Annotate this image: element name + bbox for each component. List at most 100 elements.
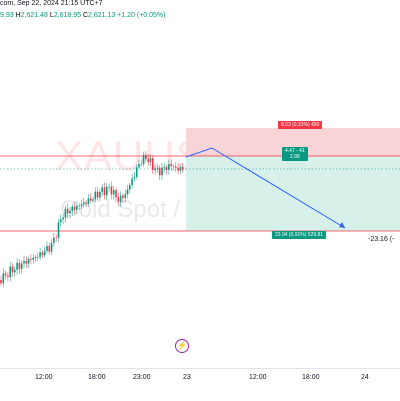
candle-body bbox=[133, 176, 136, 179]
ohlc-high-label: H bbox=[15, 12, 21, 19]
entry-label: 4.47 - 41 2.98 bbox=[282, 147, 308, 161]
candle-body bbox=[147, 159, 149, 162]
candle-body bbox=[41, 252, 44, 256]
candle-body bbox=[149, 158, 152, 162]
lightning-icon[interactable]: ⚡ bbox=[175, 339, 189, 353]
take-profit-label: 23.94 (0.91%) 529.81 bbox=[272, 231, 327, 239]
candle-body bbox=[152, 158, 154, 170]
time-tick: 12:00 bbox=[249, 374, 267, 381]
candle-body bbox=[181, 167, 184, 170]
candle-body bbox=[154, 168, 156, 170]
ohlc-close: 2,621.13 bbox=[88, 12, 116, 19]
take-profit-zone[interactable] bbox=[186, 156, 400, 231]
candle-body bbox=[43, 251, 46, 256]
time-tick: 24 bbox=[361, 374, 369, 381]
ohlc-change: +1.20 (+0.05%) bbox=[117, 12, 166, 19]
candle-body bbox=[96, 191, 99, 198]
time-axis[interactable]: 12:00 18:00 23:00 23 12:00 18:00 24 bbox=[0, 368, 400, 401]
candle-body bbox=[27, 258, 30, 264]
candle-body bbox=[156, 167, 159, 169]
candle-body bbox=[119, 195, 122, 202]
candle-body bbox=[138, 164, 140, 168]
candle-body bbox=[80, 204, 83, 206]
candle-body bbox=[101, 187, 103, 192]
candle-body bbox=[62, 217, 64, 220]
candle-body bbox=[48, 246, 51, 252]
candle-body bbox=[11, 266, 14, 273]
candle-body bbox=[32, 257, 34, 260]
candle-body bbox=[163, 167, 166, 168]
ohlc-readout: 9.93 H2,621.48 L2,618.95 C2,621.13 +1.20… bbox=[0, 12, 165, 19]
candle-body bbox=[140, 164, 143, 165]
candle-body bbox=[4, 273, 7, 276]
time-tick: 23 bbox=[183, 374, 191, 381]
time-tick: 18:00 bbox=[88, 374, 106, 381]
candle-body bbox=[129, 185, 131, 190]
candle-body bbox=[117, 197, 120, 202]
candle-body bbox=[135, 167, 138, 177]
candle-body bbox=[110, 186, 113, 195]
candle-body bbox=[177, 167, 179, 171]
candle-body bbox=[179, 167, 182, 171]
candle-body bbox=[170, 164, 172, 167]
projection-path[interactable] bbox=[185, 147, 346, 229]
candle-body bbox=[57, 222, 60, 238]
target-side-value: -23.16 (- bbox=[368, 236, 395, 243]
candle-body bbox=[73, 206, 76, 210]
candle-body bbox=[71, 206, 74, 211]
candle-body bbox=[165, 167, 168, 171]
time-tick: 12:00 bbox=[35, 374, 53, 381]
candle-body bbox=[161, 167, 163, 176]
ohlc-low: 2,618.95 bbox=[53, 12, 81, 19]
candle-body bbox=[2, 273, 5, 284]
candle-body bbox=[142, 154, 145, 165]
candle-body bbox=[158, 167, 161, 176]
candle-body bbox=[16, 262, 18, 270]
ohlc-high: 2,621.48 bbox=[20, 12, 48, 19]
candle-body bbox=[175, 166, 177, 168]
candle-body bbox=[37, 256, 39, 258]
candle-body bbox=[87, 198, 90, 204]
candle-body bbox=[39, 252, 41, 258]
candle-body bbox=[126, 189, 129, 195]
time-tick: 18:00 bbox=[302, 374, 320, 381]
candle-body bbox=[53, 237, 55, 244]
time-tick: 23:00 bbox=[133, 374, 151, 381]
candle-body bbox=[69, 210, 71, 214]
candle-body bbox=[145, 154, 147, 160]
candle-body bbox=[20, 263, 23, 269]
stop-loss-label: 8.03 (0.31%) 490 bbox=[278, 121, 323, 129]
candle-body bbox=[112, 190, 115, 195]
candle-body bbox=[18, 262, 21, 269]
candle-body bbox=[168, 164, 170, 171]
chart-source-line: com, Sep 22, 2024 21:15 UTC+7 bbox=[0, 0, 103, 7]
candle-body bbox=[85, 202, 87, 204]
candle-body bbox=[92, 199, 94, 201]
candle-body bbox=[108, 186, 110, 188]
candle-body bbox=[30, 258, 32, 260]
candle-body bbox=[94, 191, 97, 200]
candle-body bbox=[66, 208, 69, 214]
price-chart[interactable] bbox=[0, 0, 400, 368]
candle-body bbox=[7, 275, 9, 278]
candle-body bbox=[83, 202, 85, 205]
candle-body bbox=[9, 266, 11, 278]
candle-body bbox=[25, 260, 28, 264]
candle-body bbox=[14, 269, 16, 273]
candlestick-series bbox=[0, 151, 184, 287]
ohlc-low-label: L bbox=[49, 12, 54, 19]
ohlc-close-label: C bbox=[82, 12, 89, 19]
entry-label-line2: 2.98 bbox=[290, 154, 300, 160]
ohlc-open: 9.93 bbox=[0, 12, 14, 19]
candle-body bbox=[131, 178, 133, 186]
candle-body bbox=[76, 205, 78, 210]
candle-body bbox=[78, 205, 80, 207]
entry-label-line1: 4.47 - 41 bbox=[285, 148, 305, 154]
candle-body bbox=[124, 194, 126, 198]
candle-body bbox=[89, 198, 92, 201]
candle-body bbox=[172, 166, 175, 167]
candle-body bbox=[55, 237, 57, 239]
candle-body bbox=[46, 246, 48, 252]
candle-body bbox=[50, 243, 53, 252]
candle-body bbox=[122, 195, 124, 198]
